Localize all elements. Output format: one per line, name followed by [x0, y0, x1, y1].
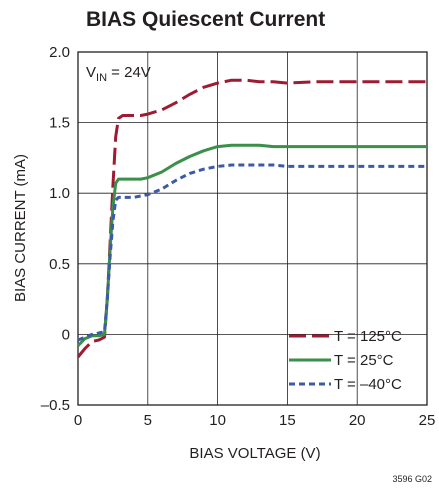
condition-subscript: IN [96, 72, 107, 84]
plot-frame [77, 51, 428, 406]
x-tick-label: 5 [144, 412, 152, 429]
series-line-1 [76, 78, 427, 358]
legend-label-1: T = 125°C [334, 328, 402, 345]
chart-title: BIAS Quiescent Current [86, 8, 325, 31]
x-tick-label: 25 [419, 412, 436, 429]
condition-prefix: V [86, 64, 96, 81]
x-tick-label: 10 [209, 412, 226, 429]
series-line-3 [77, 163, 427, 342]
figure-code: 3596 G02 [392, 474, 432, 484]
y-tick-label: 0 [62, 326, 70, 343]
y-axis-title: BIAS CURRENT (mA) [12, 154, 29, 302]
grid [78, 52, 427, 405]
tick-labels: 0 5 10 15 20 25–0.500.51.01.52.0 [41, 44, 436, 429]
x-tick-label: 15 [279, 412, 296, 429]
y-tick-label: 2.0 [49, 44, 70, 61]
condition-suffix: = 24V [107, 64, 151, 81]
legend-label-3: T = –40°C [334, 376, 402, 393]
x-axis-title: BIAS VOLTAGE (V) [189, 445, 320, 462]
series-line-2 [76, 143, 427, 347]
condition-note: VIN = 24V [86, 64, 151, 84]
legend: T = 125°C T = 25°C T = –40°C [289, 328, 402, 393]
x-tick-label: 0 [74, 412, 82, 429]
y-tick-label: –0.5 [41, 397, 70, 414]
x-tick-label: 20 [349, 412, 366, 429]
y-tick-label: 1.0 [49, 185, 70, 202]
y-tick-label: 0.5 [49, 256, 70, 273]
y-tick-label: 1.5 [49, 115, 70, 132]
series-lines [76, 78, 427, 358]
legend-label-2: T = 25°C [334, 352, 394, 369]
